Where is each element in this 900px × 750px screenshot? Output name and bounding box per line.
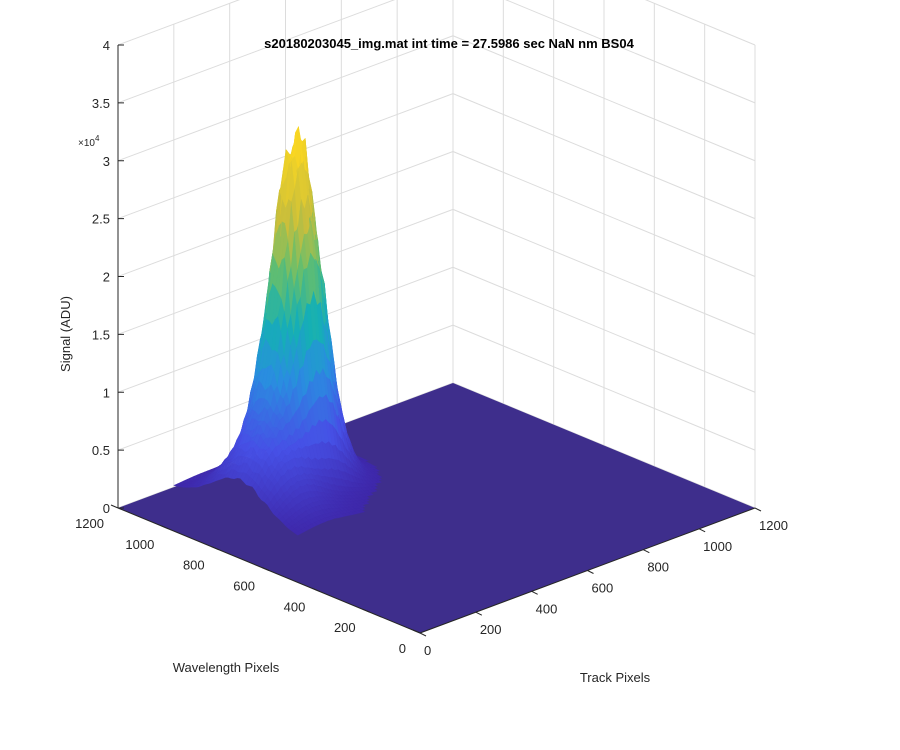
surface-patch — [369, 465, 378, 468]
y-axis-label: Wavelength Pixels — [173, 660, 280, 675]
y-tick-label: 1000 — [125, 537, 154, 552]
y-tick-mark — [412, 629, 421, 634]
back-wall-grid-line — [117, 35, 454, 162]
surface-patch — [362, 498, 370, 502]
surface-patch — [362, 496, 371, 500]
y-tick-mark — [211, 546, 219, 551]
y-tick-mark — [261, 567, 270, 571]
x-tick-mark — [754, 507, 762, 512]
x-tick-label: 0 — [424, 643, 431, 658]
y-tick-mark — [110, 504, 119, 509]
label-layer: s20180203045_img.mat int time = 27.5986 … — [58, 36, 651, 685]
y-tick-label: 0 — [399, 641, 406, 656]
surface-patch — [374, 477, 383, 481]
z-tick-label: 1.5 — [92, 327, 110, 342]
y-tick-label: 200 — [334, 620, 356, 635]
z-exponent-base: ×10 — [78, 138, 95, 149]
surface-patch — [366, 492, 374, 496]
side-wall-grid-line — [452, 208, 756, 335]
z-tick-label: 3.5 — [92, 96, 110, 111]
side-wall-grid-line — [452, 35, 756, 162]
surface-patch — [370, 488, 378, 493]
surface-patch — [361, 459, 369, 462]
surface-patch — [362, 501, 370, 505]
z-tick-label: 0.5 — [92, 443, 110, 458]
back-wall-grid-line — [117, 0, 396, 104]
surface-patch — [358, 504, 366, 508]
y-tick-mark — [161, 525, 169, 530]
side-wall-grid-line — [452, 151, 756, 277]
side-wall-grid-line — [644, 0, 756, 46]
x-tick-label: 1200 — [759, 518, 788, 533]
back-wall-grid-line — [117, 0, 241, 46]
y-tick-label: 800 — [183, 558, 205, 573]
side-wall-grid-line — [452, 266, 756, 393]
z-axis-exponent: ×104 — [78, 134, 100, 149]
z-tick-label: 2.5 — [92, 212, 110, 227]
z-tick-label: 1 — [103, 385, 110, 400]
surface-patch — [358, 507, 366, 511]
y-tick-label: 400 — [284, 599, 306, 614]
z-tick-label: 4 — [103, 38, 110, 53]
side-wall-grid-line — [452, 93, 756, 220]
surface-patch — [370, 483, 379, 487]
y-tick-label: 600 — [233, 579, 255, 594]
x-tick-mark — [643, 549, 650, 554]
surface-floor — [118, 383, 755, 633]
x-axis-label: Track Pixels — [580, 670, 651, 685]
y-tick-label: 1200 — [75, 516, 104, 531]
surface-patch — [370, 485, 378, 490]
y-tick-mark — [312, 587, 320, 592]
z-exponent-power: 4 — [95, 134, 100, 143]
x-tick-mark — [531, 590, 538, 595]
x-tick-mark — [475, 611, 483, 616]
axis-layer: 00.511.522.533.5402004006008001000120002… — [75, 38, 788, 658]
surface-layer — [118, 126, 755, 633]
x-tick-label: 800 — [647, 560, 669, 575]
surface-patch — [357, 509, 366, 513]
surface-patch — [375, 475, 383, 479]
side-wall-grid-line — [505, 0, 756, 104]
z-tick-label: 0 — [103, 501, 110, 516]
x-tick-label: 600 — [592, 581, 614, 596]
surface-patch — [372, 469, 381, 472]
z-axis-label: Signal (ADU) — [58, 296, 73, 372]
x-tick-mark — [587, 570, 594, 574]
x-tick-label: 1000 — [703, 539, 732, 554]
x-tick-label: 200 — [480, 622, 502, 637]
x-tick-mark — [419, 632, 427, 637]
y-tick-mark — [362, 608, 370, 613]
z-tick-label: 2 — [103, 270, 110, 285]
chart-title: s20180203045_img.mat int time = 27.5986 … — [264, 36, 634, 51]
surface-patch — [374, 480, 382, 484]
x-tick-mark — [698, 528, 706, 533]
surface-patch — [372, 471, 380, 474]
side-wall-grid-line — [452, 324, 756, 451]
z-tick-label: 3 — [103, 154, 110, 169]
x-tick-label: 400 — [536, 601, 558, 616]
